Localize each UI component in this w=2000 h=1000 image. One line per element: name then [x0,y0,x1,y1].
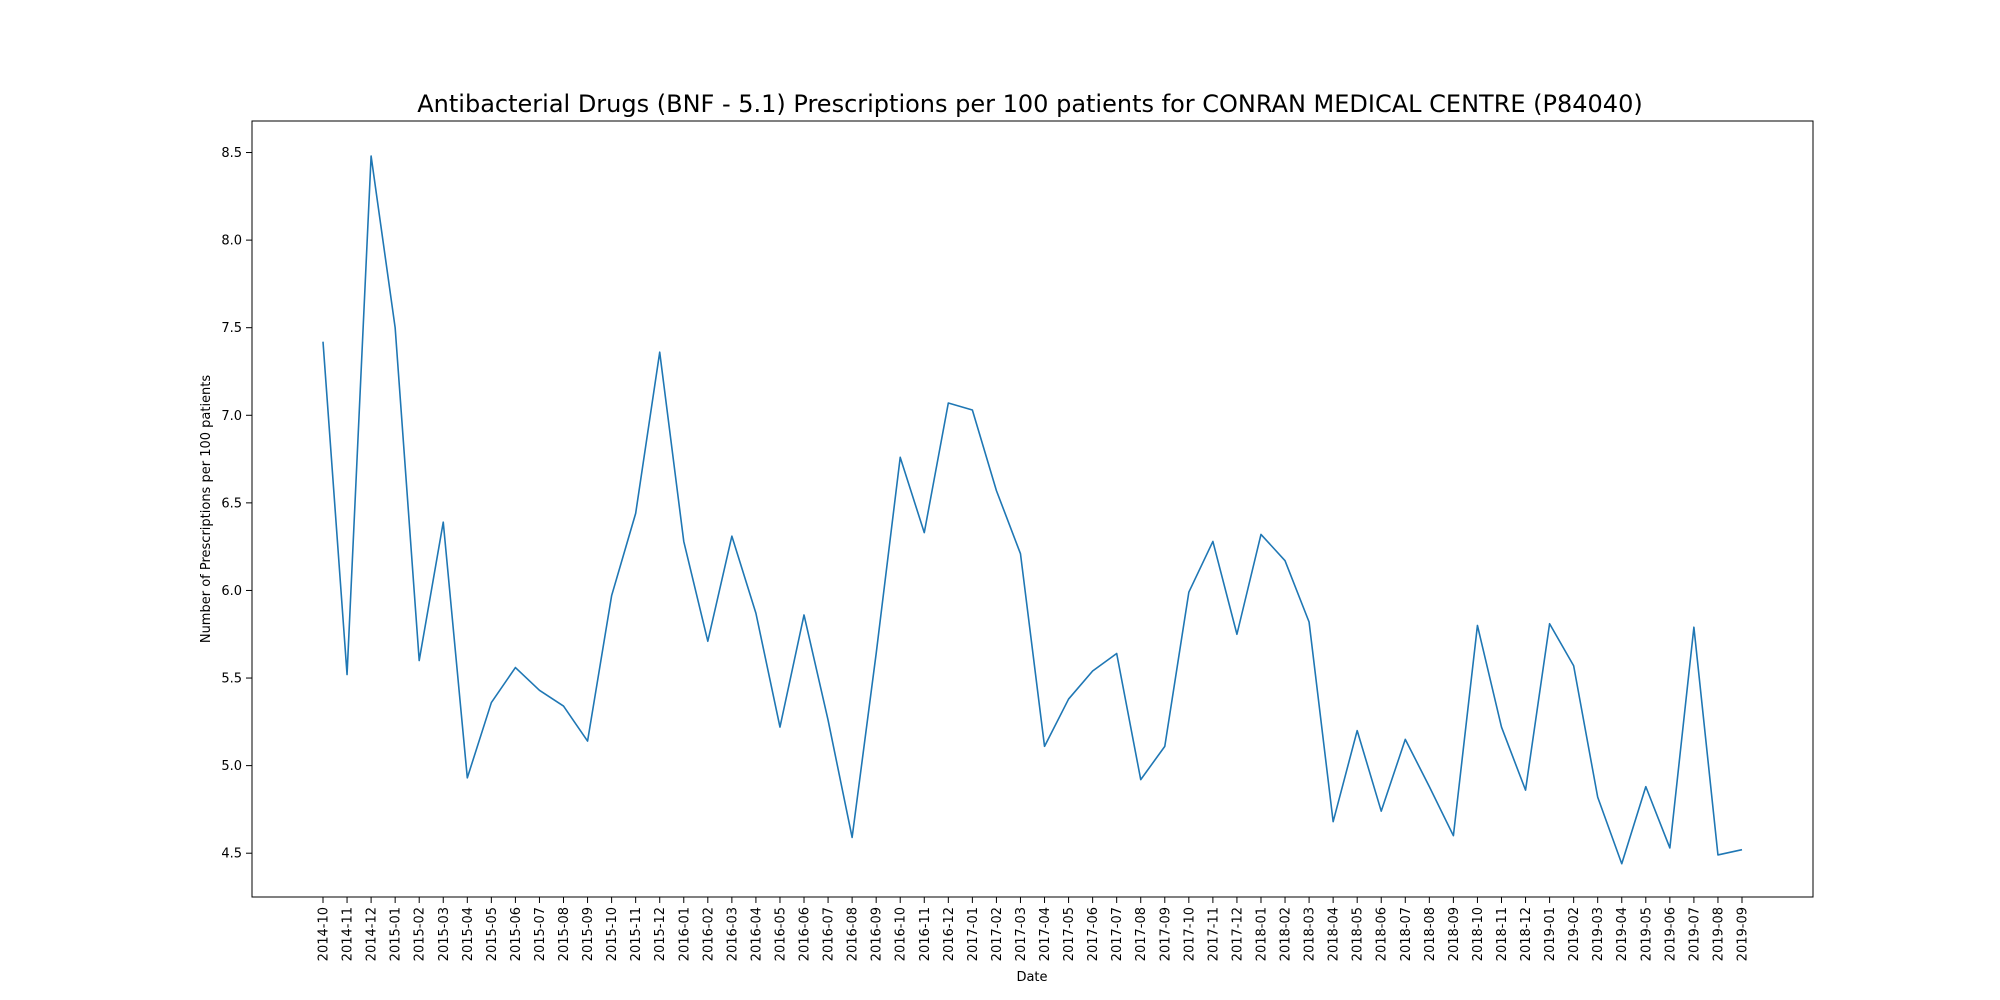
x-tick-label: 2019-03 [1591,907,1606,961]
y-tick-label: 8.5 [221,146,242,161]
x-tick-label: 2016-08 [846,907,861,961]
x-tick-label: 2017-01 [966,907,981,961]
x-tick-label: 2016-10 [894,907,909,961]
x-tick-label: 2018-10 [1471,907,1486,961]
x-tick-label: 2019-01 [1543,907,1558,961]
x-tick-label: 2015-12 [653,907,668,961]
x-tick-label: 2017-08 [1134,907,1149,961]
x-axis-label: Date [1016,970,1047,985]
x-tick-label: 2015-04 [461,907,476,961]
x-tick-label: 2019-06 [1663,907,1678,961]
x-tick-label: 2017-09 [1158,907,1173,961]
x-tick-label: 2015-01 [389,907,404,961]
x-tick-label: 2018-11 [1495,907,1510,961]
x-tick-label: 2016-03 [725,907,740,961]
y-tick-label: 7.5 [221,321,242,336]
plot-area-frame [251,120,1814,898]
x-tick-label: 2014-11 [341,907,356,961]
x-tick-label: 2018-04 [1327,907,1342,961]
x-tick-label: 2018-02 [1279,907,1294,961]
x-tick-label: 2015-02 [413,907,428,961]
x-tick-label: 2016-01 [677,907,692,961]
x-tick-label: 2018-08 [1423,907,1438,961]
y-tick-label: 5.0 [221,759,242,774]
x-tick-label: 2016-09 [870,907,885,961]
x-tick-label: 2015-06 [509,907,524,961]
x-tick-label: 2016-05 [773,907,788,961]
y-tick-label: 4.5 [221,847,242,862]
chart-title: Antibacterial Drugs (BNF - 5.1) Prescrip… [417,90,1642,118]
x-tick-label: 2018-05 [1351,907,1366,961]
x-tick-label: 2016-04 [749,907,764,961]
x-tick-label: 2015-03 [437,907,452,961]
x-tick-label: 2018-09 [1447,907,1462,961]
x-tick-label: 2017-12 [1230,907,1245,961]
x-tick-label: 2017-02 [990,907,1005,961]
x-tick-label: 2018-03 [1303,907,1318,961]
x-tick-label: 2018-12 [1519,907,1534,961]
x-tick-label: 2017-05 [1062,907,1077,961]
x-tick-label: 2015-10 [605,907,620,961]
x-tick-label: 2016-11 [918,907,933,961]
x-tick-label: 2019-09 [1736,907,1751,961]
x-tick-label: 2017-03 [1014,907,1029,961]
y-axis-label: Number of Prescriptions per 100 patients [199,375,214,644]
y-tick-label: 6.5 [221,496,242,511]
x-tick-label: 2019-07 [1687,907,1702,961]
x-tick-label: 2017-06 [1086,907,1101,961]
x-tick-label: 2015-05 [485,907,500,961]
y-tick-label: 6.0 [221,584,242,599]
x-tick-label: 2016-02 [701,907,716,961]
x-tick-label: 2015-09 [581,907,596,961]
x-tick-label: 2014-10 [317,907,332,961]
y-tick-label: 7.0 [221,409,242,424]
x-tick-label: 2016-06 [798,907,813,961]
x-tick-label: 2014-12 [365,907,380,961]
x-tick-label: 2017-07 [1110,907,1125,961]
x-tick-label: 2015-11 [629,907,644,961]
x-axis: 2014-10 2014-11 2014-12 2015-01 2015-02 2015-… [317,897,1751,961]
x-tick-label: 2018-01 [1254,907,1269,961]
x-tick-label: 2017-04 [1038,907,1053,961]
x-tick-label: 2018-06 [1375,907,1390,961]
series-line [322,155,1743,865]
x-tick-label: 2016-12 [942,907,957,961]
y-tick-label: 8.0 [221,234,242,249]
x-tick-label: 2015-07 [533,907,548,961]
x-tick-label: 2019-08 [1711,907,1726,961]
x-tick-label: 2017-10 [1182,907,1197,961]
x-tick-label: 2018-07 [1399,907,1414,961]
x-tick-label: 2017-11 [1206,907,1221,961]
x-tick-label: 2016-07 [822,907,837,961]
x-tick-label: 2019-05 [1639,907,1654,961]
x-tick-label: 2015-08 [557,907,572,961]
y-tick-label: 5.5 [221,672,242,687]
x-tick-label: 2019-04 [1615,907,1630,961]
y-axis: 4.5 5.0 5.5 6.0 6.5 7.0 7.5 8.0 8.5 [221,146,252,862]
x-tick-label: 2019-02 [1567,907,1582,961]
